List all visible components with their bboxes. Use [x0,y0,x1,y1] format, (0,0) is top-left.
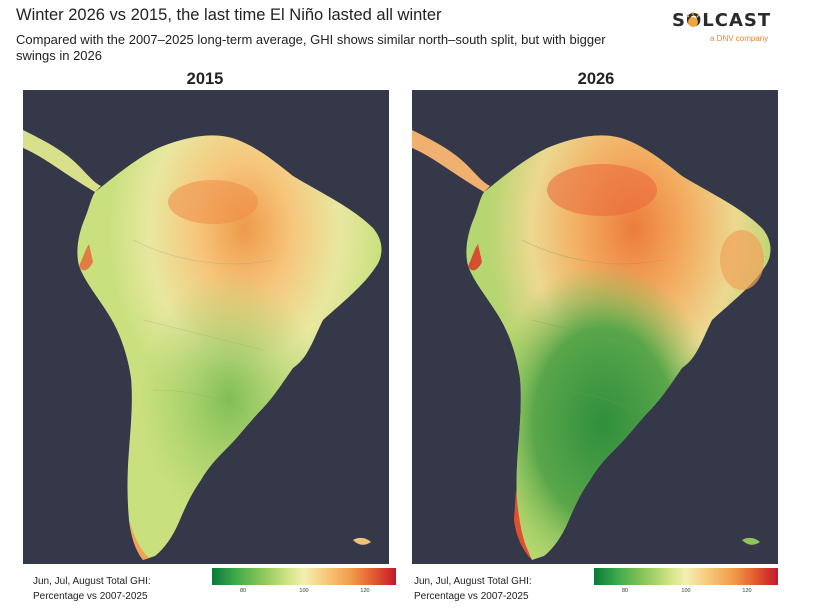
tick-120: 120 [742,588,752,594]
logo-tagline: a DNV company [710,34,769,43]
south-america-map-2026 [412,130,771,561]
sun-icon [686,12,700,27]
legend-line-1: Jun, Jul, August Total GHI: [33,576,151,587]
legend-label-2015: Jun, Jul, August Total GHI: Percentage v… [33,574,151,604]
tick-80: 80 [621,588,629,594]
colorbar-ticks-2026: 80 100 120 [594,588,778,596]
map-2015 [23,90,389,564]
legend-line-2: Percentage vs 2007-2025 [414,591,529,602]
tick-120: 120 [360,588,370,594]
tick-100: 100 [681,588,691,594]
legend-line-2: Percentage vs 2007-2025 [33,591,148,602]
page-title: Winter 2026 vs 2015, the last time El Ni… [16,6,442,24]
page-subtitle: Compared with the 2007–2025 long-term av… [16,32,606,63]
south-america-map-2015 [23,130,382,561]
legend-line-1: Jun, Jul, August Total GHI: [414,576,532,587]
panel-title-2026: 2026 [577,70,615,88]
colorbar-ticks-2015: 80 100 120 [212,588,396,596]
legend-label-2026: Jun, Jul, August Total GHI: Percentage v… [414,574,532,604]
panel-title-2015: 2015 [186,70,224,88]
colorbar-2015 [212,568,396,585]
logo-wordmark: SOLCAST [672,10,772,31]
colorbar-2026 [594,568,778,585]
tick-100: 100 [299,588,309,594]
solcast-logo: SOLCAST a DNV company [672,10,772,50]
map-2026 [412,90,778,564]
tick-80: 80 [239,588,247,594]
